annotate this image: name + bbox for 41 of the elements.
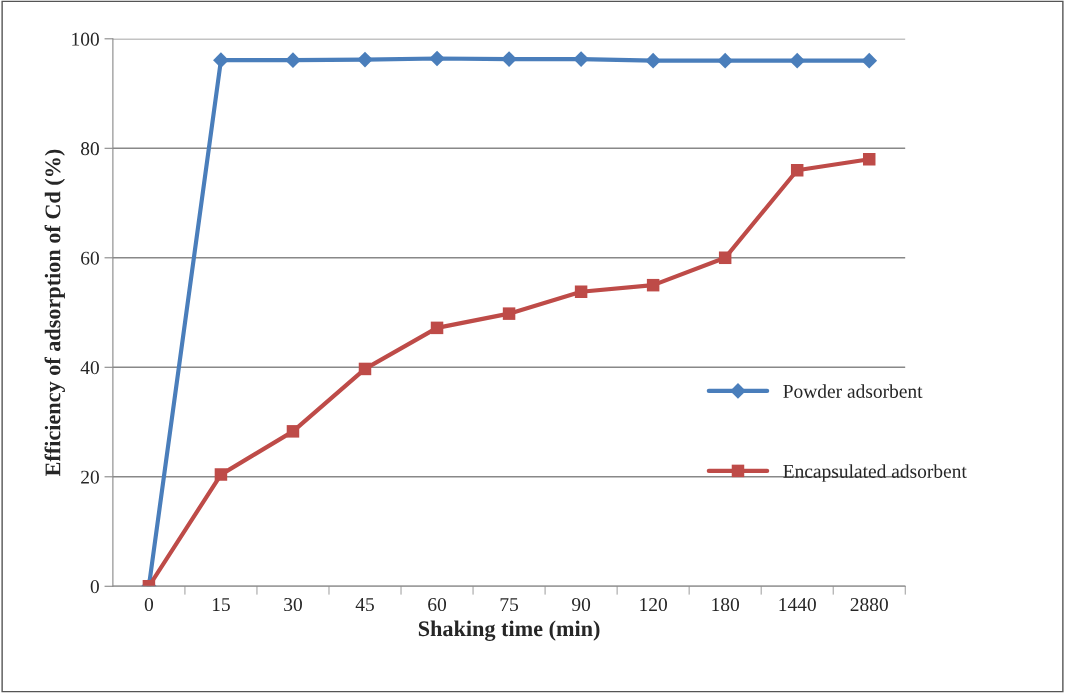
legend-label: Encapsulated adsorbent <box>783 464 967 482</box>
point <box>646 278 660 292</box>
point <box>501 51 517 67</box>
y-tick-label: 20 <box>81 470 99 484</box>
x-tick-label: 45 <box>355 598 374 612</box>
legend-label: Powder adsorbent <box>783 384 923 398</box>
point <box>285 52 301 69</box>
point <box>573 51 589 67</box>
x-tick-label: 30 <box>284 597 302 612</box>
point <box>862 153 876 166</box>
point <box>429 50 445 67</box>
x-tick-label: 90 <box>572 597 591 612</box>
point <box>645 52 661 69</box>
y-tick-label: 40 <box>80 361 99 375</box>
x-tick-label: 60 <box>428 597 447 612</box>
point <box>790 163 804 177</box>
y-tick-label: 80 <box>80 142 99 156</box>
point <box>430 321 444 335</box>
y-axis-title: Efficiency of adsorption of Cd (%) <box>44 149 65 477</box>
y-tick-label: 100 <box>72 32 99 46</box>
x-tick-label: 75 <box>500 598 519 612</box>
x-tick-label: 15 <box>212 598 230 612</box>
point <box>717 52 734 69</box>
point <box>286 425 300 438</box>
x-axis-title: Shaking time (min) <box>418 620 600 641</box>
point <box>213 52 229 69</box>
y-tick-label: 60 <box>81 251 99 265</box>
point <box>789 52 806 69</box>
point <box>574 285 588 298</box>
x-tick-label: 120 <box>640 597 667 612</box>
point <box>357 51 373 68</box>
x-tick-label: 2880 <box>850 597 888 612</box>
point <box>214 468 228 481</box>
point <box>861 52 878 69</box>
x-tick-label: 0 <box>144 597 154 612</box>
point <box>502 307 516 320</box>
x-tick-label: 1440 <box>779 597 816 612</box>
y-tick-label: 0 <box>90 580 99 594</box>
point <box>718 251 732 265</box>
point <box>358 362 372 376</box>
x-tick-label: 180 <box>712 597 740 612</box>
